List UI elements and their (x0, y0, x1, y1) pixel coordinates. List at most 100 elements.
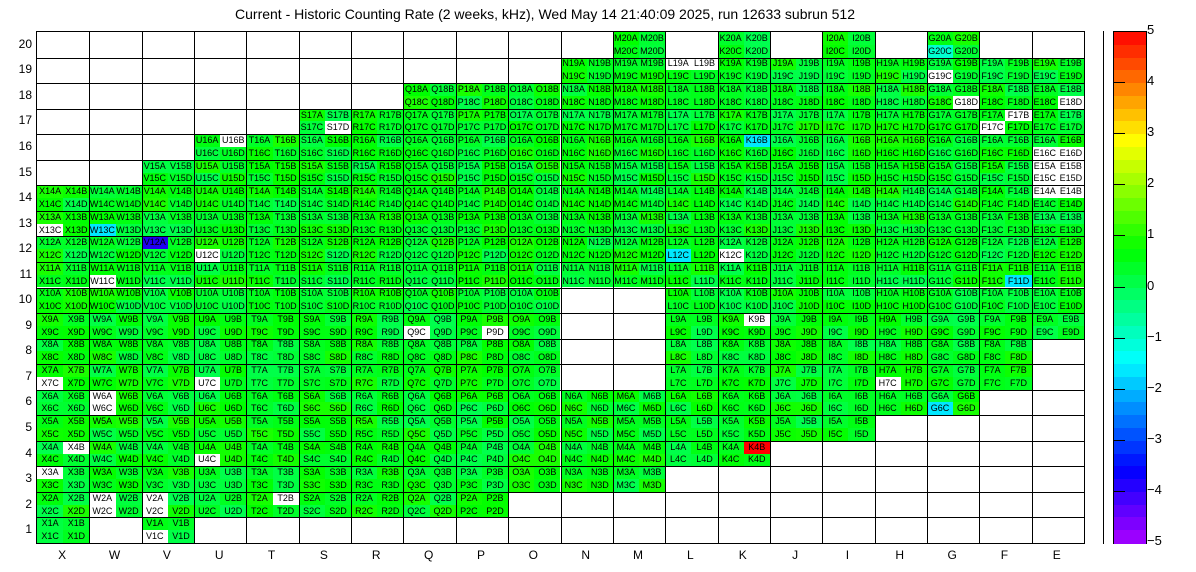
heatmap-cell[interactable]: O15C (508, 172, 535, 186)
heatmap-cell[interactable]: X10A (37, 287, 64, 301)
heatmap-cell[interactable]: O4B (534, 440, 561, 454)
heatmap-cell[interactable]: F12C (979, 249, 1006, 262)
heatmap-cell[interactable]: T14C (246, 198, 273, 211)
heatmap-cell[interactable]: U9B (220, 313, 247, 326)
heatmap-cell[interactable]: R12C (351, 249, 378, 262)
heatmap-cell[interactable]: L9C (665, 325, 692, 339)
heatmap-cell[interactable]: W7D (115, 376, 142, 390)
heatmap-cell[interactable]: E12D (1057, 249, 1084, 262)
heatmap-cell[interactable]: V9A (141, 313, 168, 326)
heatmap-cell[interactable]: G7A (926, 364, 954, 377)
heatmap-cell[interactable]: J10D (796, 300, 823, 314)
heatmap-cell[interactable]: G17C (926, 121, 954, 135)
heatmap-cell[interactable]: J7D (796, 376, 823, 390)
heatmap-cell[interactable]: R2D (377, 504, 404, 518)
heatmap-cell[interactable]: O6A (508, 389, 535, 403)
heatmap-cell[interactable]: G6C (926, 402, 954, 416)
heatmap-cell[interactable]: S16D (324, 146, 352, 160)
heatmap-cell[interactable]: T5C (246, 428, 273, 441)
heatmap-cell[interactable]: X8B (63, 338, 90, 352)
heatmap-cell[interactable]: N12D (586, 249, 613, 262)
heatmap-cell[interactable]: R3B (377, 466, 404, 480)
heatmap-cell[interactable]: N17D (586, 121, 613, 135)
heatmap-cell[interactable]: T9A (246, 313, 273, 326)
heatmap-cell[interactable]: S7D (324, 376, 352, 390)
heatmap-cell[interactable]: U13B (220, 210, 247, 224)
heatmap-cell[interactable]: K4B (743, 440, 770, 454)
heatmap-cell[interactable]: P7C (455, 376, 482, 390)
heatmap-cell[interactable]: X12A (37, 236, 64, 250)
heatmap-cell[interactable]: R8B (377, 338, 404, 352)
heatmap-cell[interactable]: T12C (246, 249, 273, 262)
heatmap-cell[interactable]: M20C (612, 44, 640, 58)
heatmap-cell[interactable]: N13D (586, 223, 613, 237)
heatmap-cell[interactable]: G13A (926, 210, 954, 224)
heatmap-cell[interactable]: X10C (37, 300, 64, 314)
heatmap-cell[interactable]: W5B (115, 415, 142, 429)
heatmap-cell[interactable]: V12A (141, 236, 168, 250)
heatmap-cell[interactable]: H17D (900, 121, 927, 135)
heatmap-cell[interactable]: O10B (534, 287, 561, 301)
heatmap-cell[interactable]: E12B (1057, 236, 1084, 250)
heatmap-cell[interactable]: V14C (141, 198, 168, 211)
heatmap-cell[interactable]: M13A (612, 210, 640, 224)
heatmap-cell[interactable]: M13C (612, 223, 640, 237)
heatmap-cell[interactable]: K8C (717, 351, 744, 365)
heatmap-cell[interactable]: H19B (900, 57, 927, 71)
heatmap-cell[interactable]: X14A (37, 185, 64, 199)
heatmap-cell[interactable]: K7D (743, 376, 770, 390)
heatmap-cell[interactable]: E10A (1031, 287, 1058, 301)
heatmap-cell[interactable]: J15B (796, 159, 823, 173)
heatmap-cell[interactable]: K8A (717, 338, 744, 352)
heatmap-cell[interactable]: V4B (167, 440, 195, 454)
heatmap-cell[interactable]: X1B (63, 517, 90, 531)
heatmap-cell[interactable]: N17A (560, 108, 587, 122)
heatmap-cell[interactable]: I18D (848, 95, 875, 109)
heatmap-cell[interactable]: L4D (691, 453, 718, 467)
heatmap-cell[interactable]: K20B (743, 32, 770, 45)
heatmap-cell[interactable]: N6A (560, 389, 587, 403)
heatmap-cell[interactable]: Q2A (403, 491, 430, 505)
heatmap-cell[interactable]: W13A (89, 210, 116, 224)
heatmap-cell[interactable]: V10A (141, 287, 168, 301)
heatmap-cell[interactable]: H13D (900, 223, 927, 237)
heatmap-cell[interactable]: U5C (194, 428, 221, 441)
heatmap-cell[interactable]: J10C (769, 300, 797, 314)
heatmap-cell[interactable]: T15D (272, 172, 299, 186)
heatmap-cell[interactable]: L10C (665, 300, 692, 314)
heatmap-cell[interactable]: T3C (246, 479, 273, 492)
heatmap-cell[interactable]: N19B (586, 57, 613, 71)
heatmap-cell[interactable]: M19D (639, 70, 666, 84)
heatmap-cell[interactable]: M16A (612, 134, 640, 147)
heatmap-cell[interactable]: O15D (534, 172, 561, 186)
heatmap-cell[interactable]: J16B (796, 134, 823, 147)
heatmap-cell[interactable]: W13D (115, 223, 142, 237)
heatmap-cell[interactable]: T10B (272, 287, 299, 301)
heatmap-cell[interactable]: S4A (298, 440, 325, 454)
heatmap-cell[interactable]: S4D (324, 453, 352, 467)
heatmap-cell[interactable]: L6B (691, 389, 718, 403)
heatmap-cell[interactable]: H7C (874, 376, 901, 390)
heatmap-cell[interactable]: J19B (796, 57, 823, 71)
heatmap-cell[interactable]: F19B (1005, 57, 1032, 71)
heatmap-cell[interactable]: X1D (63, 530, 90, 543)
heatmap-cell[interactable]: U10B (220, 287, 247, 301)
heatmap-cell[interactable]: R14A (351, 185, 378, 199)
heatmap-cell[interactable]: H9A (874, 313, 901, 326)
heatmap-cell[interactable]: R13C (351, 223, 378, 237)
heatmap-cell[interactable]: H9C (874, 325, 901, 339)
heatmap-cell[interactable]: L19A (665, 57, 692, 71)
heatmap-cell[interactable]: U12C (194, 249, 221, 262)
heatmap-cell[interactable]: G10C (926, 300, 954, 314)
heatmap-cell[interactable]: J16D (796, 146, 823, 160)
heatmap-cell[interactable]: R4C (351, 453, 378, 467)
heatmap-cell[interactable]: N18C (560, 95, 587, 109)
heatmap-cell[interactable]: W3A (89, 466, 116, 480)
heatmap-cell[interactable]: M17B (639, 108, 666, 122)
heatmap-cell[interactable]: N15B (586, 159, 613, 173)
heatmap-cell[interactable]: I17B (848, 108, 875, 122)
heatmap-cell[interactable]: H14A (874, 185, 901, 199)
heatmap-cell[interactable]: H8A (874, 338, 901, 352)
heatmap-cell[interactable]: M16D (639, 146, 666, 160)
heatmap-cell[interactable]: L12D (691, 249, 718, 262)
